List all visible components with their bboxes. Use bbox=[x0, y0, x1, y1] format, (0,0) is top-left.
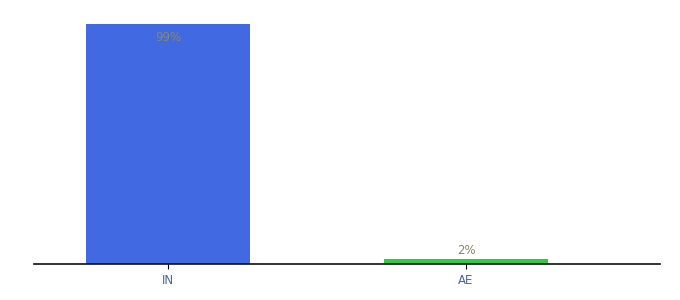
Bar bbox=[86, 24, 250, 264]
Text: 99%: 99% bbox=[155, 31, 181, 44]
Bar bbox=[384, 259, 548, 264]
Text: 2%: 2% bbox=[457, 244, 475, 257]
